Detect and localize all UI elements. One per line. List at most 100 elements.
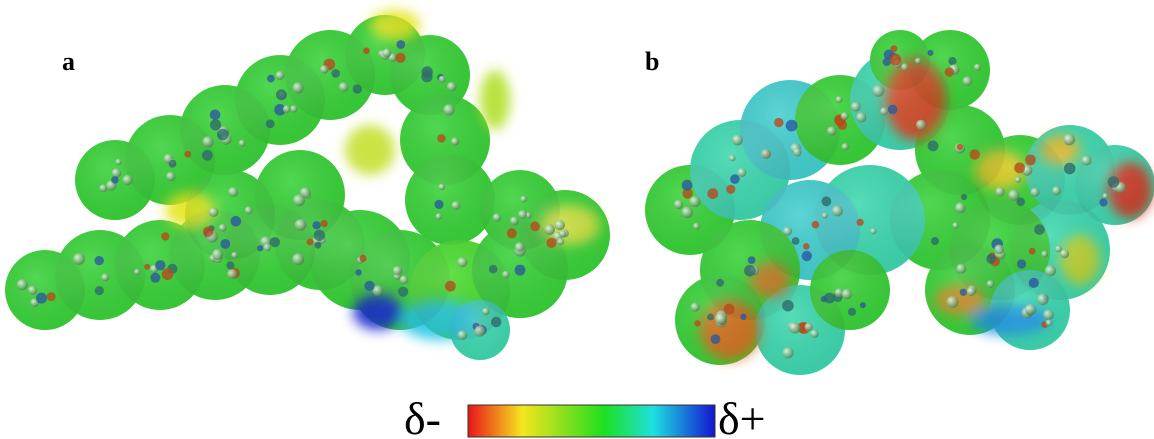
atom	[786, 120, 798, 132]
atom	[901, 63, 908, 70]
colorbar-min-label: δ-	[404, 393, 441, 439]
atom	[860, 302, 866, 308]
atom	[396, 40, 405, 49]
atom	[960, 289, 967, 296]
atom	[257, 245, 263, 251]
atom	[1016, 198, 1025, 207]
atom	[694, 320, 700, 326]
atom	[915, 58, 921, 64]
atom	[502, 271, 510, 279]
atom	[559, 230, 566, 237]
atom	[730, 174, 740, 184]
atom	[689, 196, 700, 207]
atom	[339, 82, 349, 92]
atom	[546, 238, 556, 248]
molecule-a	[5, 10, 610, 360]
atom	[995, 187, 1005, 197]
atom	[515, 265, 526, 276]
atom	[707, 188, 718, 199]
atom	[1108, 176, 1120, 188]
atom	[842, 143, 849, 150]
atom	[210, 110, 221, 121]
atom	[475, 326, 486, 337]
atom	[263, 244, 271, 252]
atom	[987, 280, 995, 288]
atom	[832, 205, 843, 216]
atom	[507, 228, 517, 238]
atom	[489, 265, 498, 274]
atom	[443, 104, 454, 115]
atom	[112, 168, 122, 178]
atom	[782, 300, 794, 312]
atom	[724, 304, 735, 315]
atom	[789, 322, 800, 333]
atom	[439, 184, 446, 191]
atom	[1041, 251, 1048, 258]
atom	[1015, 177, 1021, 183]
atom	[331, 69, 340, 78]
atom	[955, 203, 966, 214]
atom	[1055, 245, 1062, 252]
atom	[393, 266, 403, 276]
atom	[711, 334, 721, 344]
atom	[227, 269, 237, 279]
atom	[1029, 278, 1039, 288]
atom	[674, 200, 683, 209]
atom	[707, 314, 714, 321]
atom	[210, 119, 221, 130]
atom	[802, 251, 812, 261]
atom	[986, 254, 996, 264]
atom	[355, 269, 361, 275]
atom	[491, 317, 501, 327]
atom	[842, 289, 852, 299]
atom	[880, 107, 888, 115]
atom	[970, 149, 980, 159]
atom	[1025, 304, 1036, 315]
atom	[150, 273, 160, 283]
atom	[774, 118, 783, 127]
atom	[363, 48, 370, 55]
atom	[1103, 193, 1109, 199]
atom	[822, 196, 832, 206]
atom	[315, 242, 322, 249]
atom	[239, 140, 246, 147]
atom	[434, 200, 443, 209]
atom	[729, 155, 736, 162]
atom	[312, 221, 320, 229]
atom	[307, 239, 314, 246]
atom	[793, 148, 802, 157]
atom	[682, 207, 693, 218]
atom	[947, 296, 959, 308]
atom	[1082, 156, 1092, 166]
atom	[792, 237, 800, 245]
atom	[740, 314, 746, 320]
atom	[437, 134, 445, 142]
atom	[292, 253, 304, 265]
surface-shade	[810, 250, 890, 330]
atom	[715, 313, 727, 325]
atom	[1099, 198, 1107, 206]
atom	[1063, 134, 1075, 146]
atom	[447, 82, 457, 92]
figure: a b δ- δ+	[0, 0, 1154, 439]
atom	[283, 105, 291, 113]
atom	[1052, 186, 1061, 195]
panel-label: a	[62, 47, 75, 76]
atom	[353, 84, 362, 93]
atom	[445, 281, 456, 292]
atom	[783, 227, 792, 236]
atom	[967, 287, 976, 296]
atom	[314, 230, 325, 241]
atom	[47, 292, 56, 301]
atom	[974, 64, 981, 71]
atom	[948, 57, 956, 65]
atom	[1031, 188, 1040, 197]
surface-shade	[480, 170, 560, 250]
atom	[293, 82, 304, 93]
colorbar-max-label: δ+	[718, 393, 766, 439]
atom	[439, 76, 446, 83]
atom	[422, 66, 433, 77]
atom	[956, 264, 966, 274]
atom	[267, 75, 275, 83]
atom	[530, 221, 540, 231]
